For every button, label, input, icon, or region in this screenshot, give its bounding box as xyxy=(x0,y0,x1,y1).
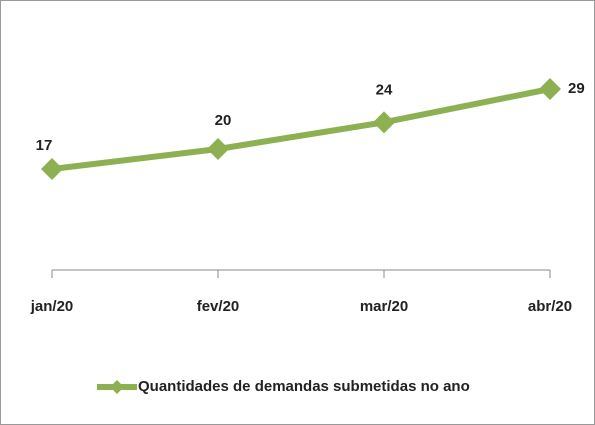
data-point xyxy=(207,138,229,160)
legend-marker xyxy=(110,380,124,394)
x-tick-label: abr/20 xyxy=(528,298,572,315)
x-tick-label: mar/20 xyxy=(360,298,408,315)
data-point xyxy=(373,111,395,134)
x-tick-label: fev/20 xyxy=(197,298,240,315)
data-point xyxy=(539,78,561,100)
data-label: 20 xyxy=(215,112,232,129)
data-label: 29 xyxy=(568,80,585,97)
series-line xyxy=(51,86,551,172)
data-label: 24 xyxy=(376,81,393,98)
x-tick-label: jan/20 xyxy=(30,298,74,315)
data-label: 17 xyxy=(36,137,53,154)
data-point xyxy=(41,158,63,180)
legend-label: Quantidades de demandas submetidas no an… xyxy=(138,378,470,395)
